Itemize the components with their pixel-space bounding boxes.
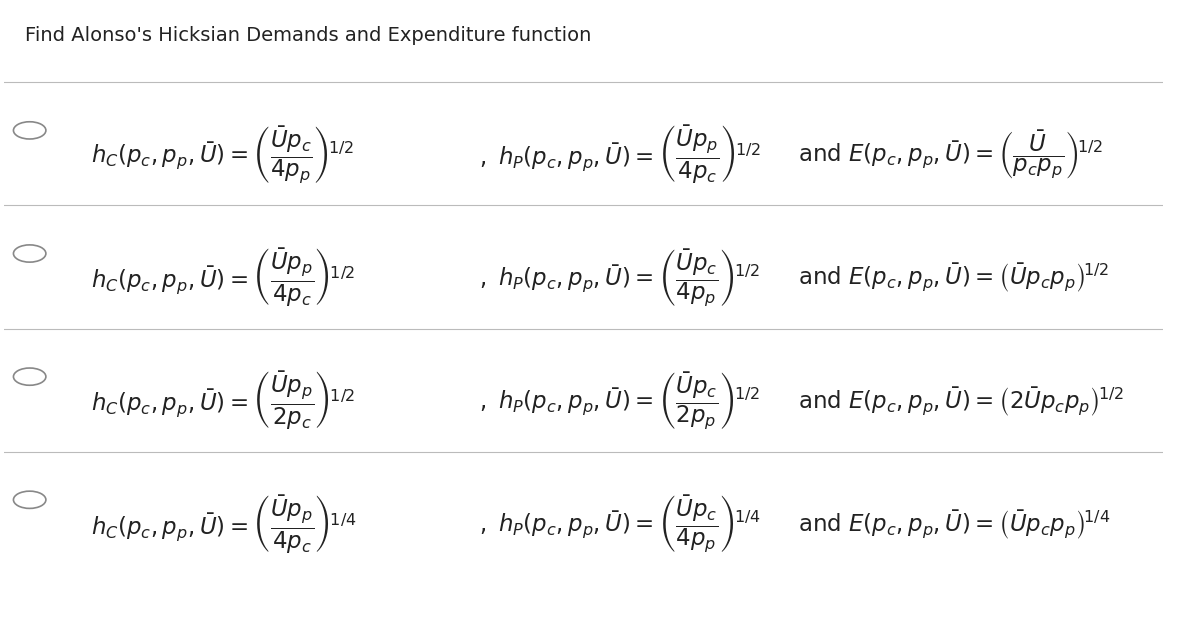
Text: $h_C(p_c,p_p,\bar{U}) = \left(\dfrac{\bar{U}p_p}{4p_c}\right)^{\!1/2}$: $h_C(p_c,p_p,\bar{U}) = \left(\dfrac{\ba… [91, 247, 355, 310]
Text: Find Alonso's Hicksian Demands and Expenditure function: Find Alonso's Hicksian Demands and Expen… [25, 26, 592, 45]
Text: $,\ h_P(p_c,p_p,\bar{U}) = \left(\dfrac{\bar{U}p_c}{2p_p}\right)^{\!1/2}$: $,\ h_P(p_c,p_p,\bar{U}) = \left(\dfrac{… [479, 371, 760, 432]
Text: $h_C(p_c,p_p,\bar{U}) = \left(\dfrac{\bar{U}p_p}{4p_c}\right)^{\!1/4}$: $h_C(p_c,p_p,\bar{U}) = \left(\dfrac{\ba… [91, 494, 356, 555]
Text: $h_C(p_c,p_p,\bar{U}) = \left(\dfrac{\bar{U}p_c}{4p_p}\right)^{\!1/2}$: $h_C(p_c,p_p,\bar{U}) = \left(\dfrac{\ba… [91, 124, 354, 185]
Text: $\mathrm{and}\ E(p_c,p_p,\bar{U}) = \left(2\bar{U}p_cp_p\right)^{\!1/2}$: $\mathrm{and}\ E(p_c,p_p,\bar{U}) = \lef… [798, 385, 1123, 417]
Text: $\mathrm{and}\ E(p_c,p_p,\bar{U}) = \left(\bar{U}p_cp_p\right)^{\!1/4}$: $\mathrm{and}\ E(p_c,p_p,\bar{U}) = \lef… [798, 508, 1110, 540]
Text: $h_C(p_c,p_p,\bar{U}) = \left(\dfrac{\bar{U}p_p}{2p_c}\right)^{\!1/2}$: $h_C(p_c,p_p,\bar{U}) = \left(\dfrac{\ba… [91, 370, 355, 432]
Text: $\mathrm{and}\ E(p_c,p_p,\bar{U}) = \left(\dfrac{\bar{U}}{p_c p_p}\right)^{\!1/2: $\mathrm{and}\ E(p_c,p_p,\bar{U}) = \lef… [798, 129, 1103, 181]
Text: $,\ h_P(p_c,p_p,\bar{U}) = \left(\dfrac{\bar{U}p_p}{4p_c}\right)^{\!1/2}$: $,\ h_P(p_c,p_p,\bar{U}) = \left(\dfrac{… [479, 124, 761, 186]
Text: $,\ h_P(p_c,p_p,\bar{U}) = \left(\dfrac{\bar{U}p_c}{4p_p}\right)^{\!1/4}$: $,\ h_P(p_c,p_p,\bar{U}) = \left(\dfrac{… [479, 494, 761, 555]
Text: $\mathrm{and}\ E(p_c,p_p,\bar{U}) = \left(\bar{U}p_cp_p\right)^{\!1/2}$: $\mathrm{and}\ E(p_c,p_p,\bar{U}) = \lef… [798, 262, 1109, 295]
Text: $,\ h_P(p_c,p_p,\bar{U}) = \left(\dfrac{\bar{U}p_c}{4p_p}\right)^{\!1/2}$: $,\ h_P(p_c,p_p,\bar{U}) = \left(\dfrac{… [479, 248, 760, 309]
